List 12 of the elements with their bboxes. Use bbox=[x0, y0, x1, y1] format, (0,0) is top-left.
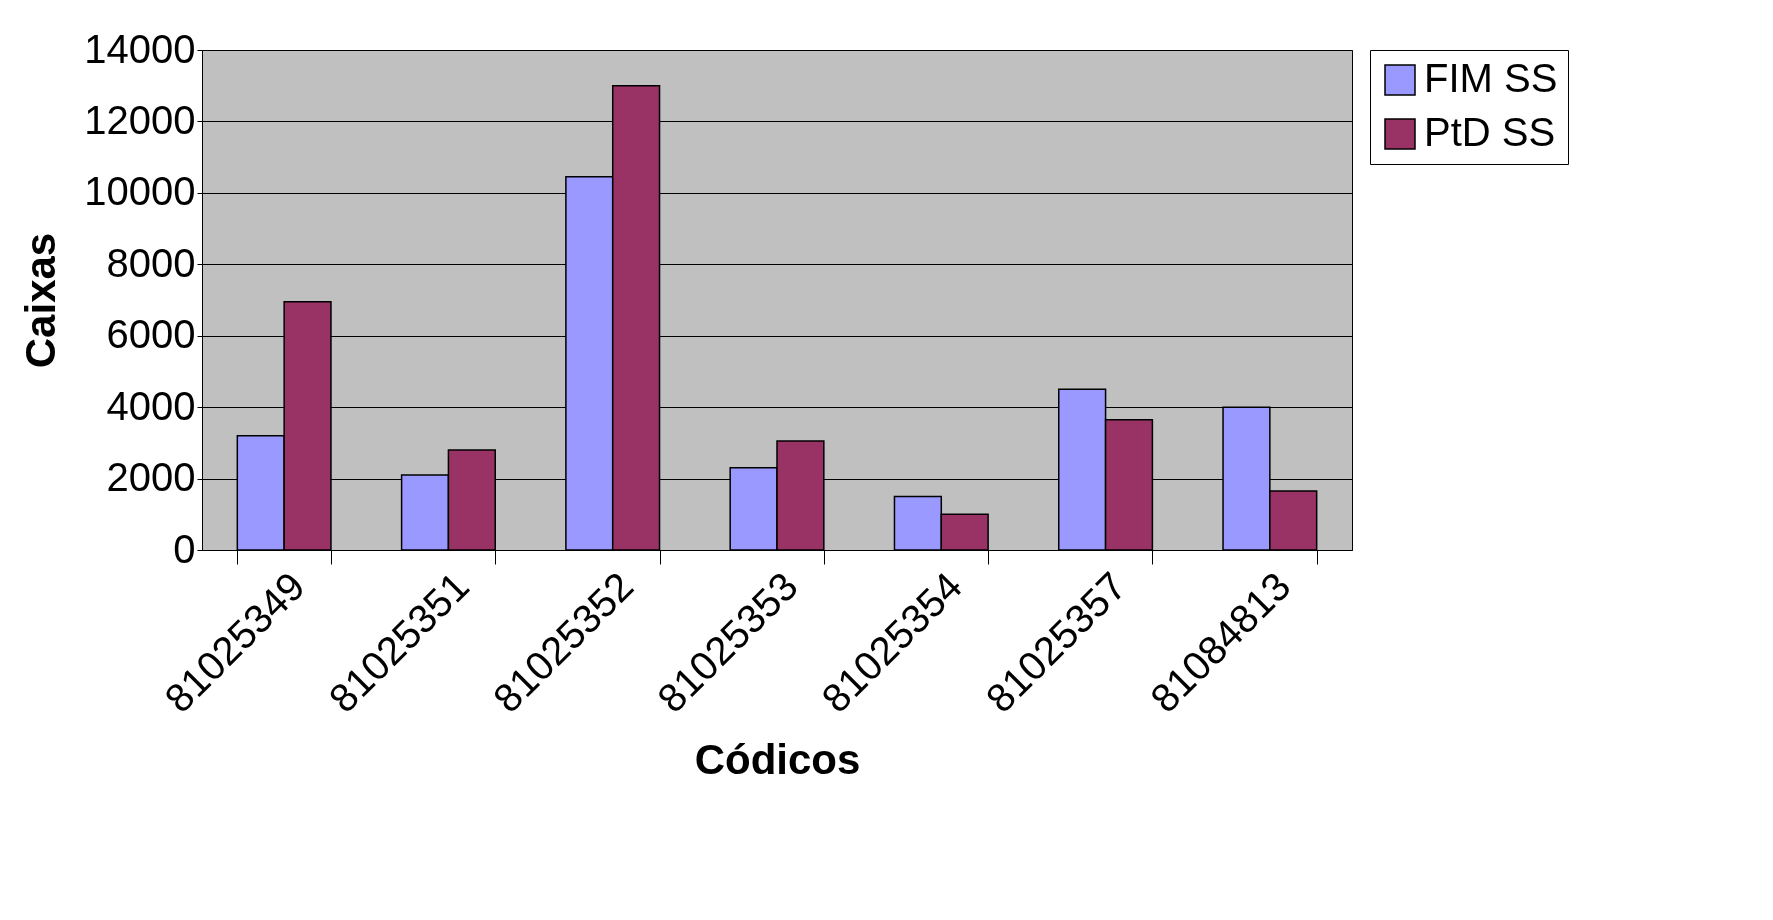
y-tick-label: 0 bbox=[173, 526, 196, 571]
y-axis-title: Caixas bbox=[17, 232, 65, 369]
x-axis-title: Códicos bbox=[694, 735, 861, 783]
legend-label: PtD SS bbox=[1424, 110, 1556, 154]
y-tick-label: 6000 bbox=[106, 312, 196, 357]
legend-label: FIM SS bbox=[1424, 56, 1558, 100]
y-tick-label: 14000 bbox=[84, 26, 196, 71]
y-tick-label: 8000 bbox=[106, 240, 196, 285]
y-tick-label: 2000 bbox=[106, 455, 196, 500]
y-tick-label: 4000 bbox=[106, 383, 196, 428]
y-tick-label: 10000 bbox=[84, 169, 196, 214]
y-tick-label: 12000 bbox=[84, 97, 196, 142]
